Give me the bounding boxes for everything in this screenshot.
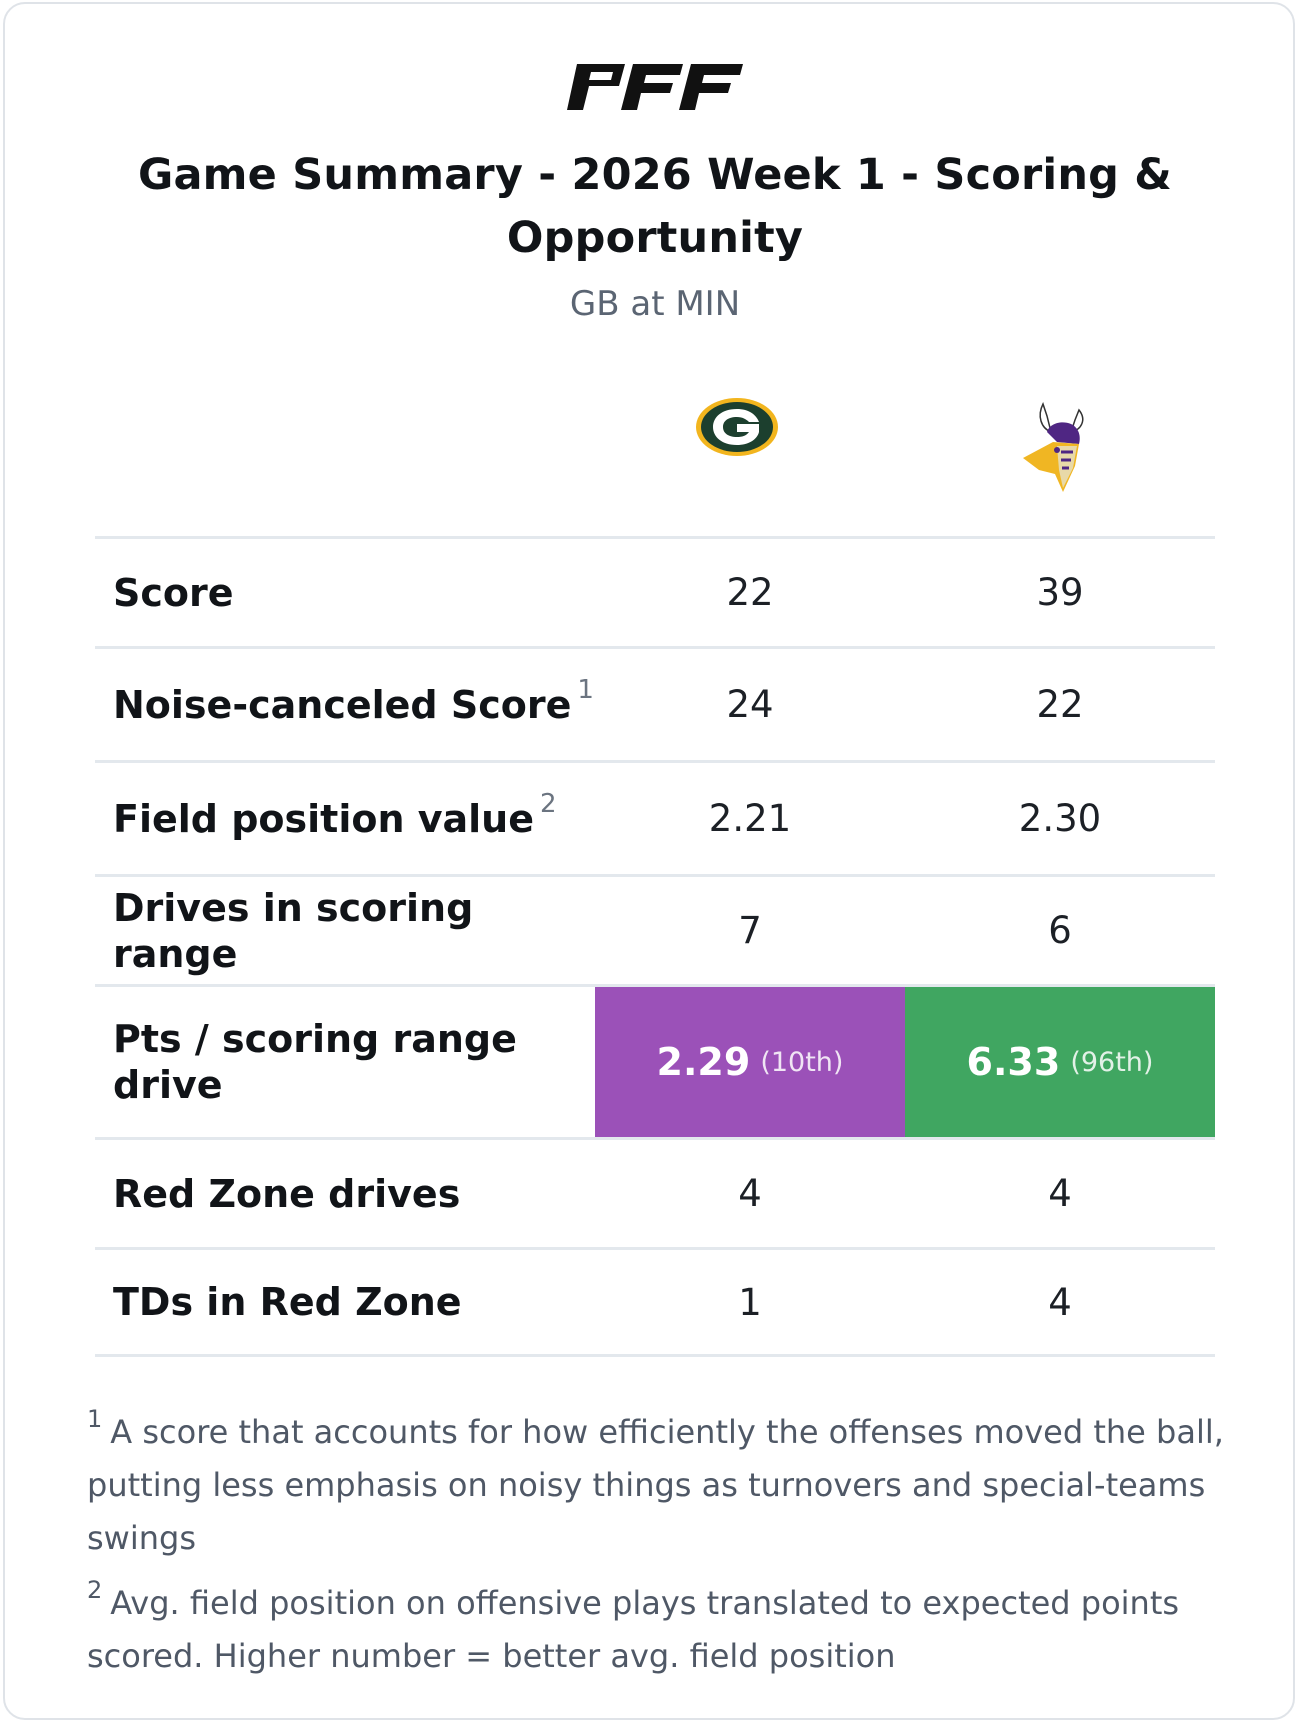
home-highlight-cell: 6.33 (96th) xyxy=(905,987,1215,1137)
vikings-logo-icon xyxy=(1023,402,1084,492)
footnote: 2 Avg. field position on offensive plays … xyxy=(87,1577,1237,1683)
matchup-subtitle: GB at MIN xyxy=(569,284,741,324)
page-title: Game Summary - 2026 Week 1 - Scoring & O… xyxy=(137,150,1173,263)
away-value: 4 xyxy=(738,1172,762,1215)
footnote-text: A score that accounts for how efficientl… xyxy=(87,1413,1224,1557)
summary-card: Game Summary - 2026 Week 1 - Scoring & O… xyxy=(3,2,1295,1720)
row-label: Red Zone drives xyxy=(95,1171,595,1217)
home-value: 6.33 xyxy=(966,1040,1061,1084)
pff-logo-icon xyxy=(567,64,743,110)
table-row: TDs in Red Zone 1 4 xyxy=(95,1247,1215,1357)
table-row: Drives in scoring range 7 6 xyxy=(95,874,1215,984)
row-label-text: Red Zone drives xyxy=(113,1171,461,1216)
footnote-number: 2 xyxy=(87,1576,103,1604)
row-label-text: TDs in Red Zone xyxy=(113,1280,462,1324)
away-value: 1 xyxy=(738,1280,762,1324)
row-label: Drives in scoring range xyxy=(95,885,595,977)
table-row: Red Zone drives 4 4 xyxy=(95,1137,1215,1247)
table-row: Score 22 39 xyxy=(95,536,1215,646)
home-value: 6 xyxy=(1048,909,1072,952)
away-value: 2.29 xyxy=(656,1040,751,1084)
stats-table: Score 22 39 Noise-canceled Score 1 24 22 … xyxy=(95,536,1215,1357)
away-rank: (10th) xyxy=(760,1046,844,1078)
footnote-number: 1 xyxy=(87,1405,103,1433)
home-value: 4 xyxy=(1048,1172,1072,1215)
row-label-text: Score xyxy=(113,570,234,615)
away-highlight-cell: 2.29 (10th) xyxy=(595,987,905,1137)
packers-logo-icon xyxy=(696,398,778,456)
row-label: Field position value 2 xyxy=(95,791,595,842)
row-label-text: Field position value xyxy=(113,796,535,841)
home-rank: (96th) xyxy=(1070,1046,1154,1078)
footnote-ref: 1 xyxy=(577,674,594,705)
row-label-text: Pts / scoring range drive xyxy=(113,1017,517,1107)
table-row: Noise-canceled Score 1 24 22 xyxy=(95,646,1215,760)
row-label: Noise-canceled Score 1 xyxy=(95,677,595,728)
away-value: 2.21 xyxy=(708,797,792,840)
home-value: 39 xyxy=(1036,571,1084,614)
home-value: 22 xyxy=(1036,683,1084,726)
row-label: Pts / scoring range drive xyxy=(95,1016,595,1108)
footnote-ref: 2 xyxy=(540,788,557,819)
table-row: Pts / scoring range drive 2.29 (10th) 6.… xyxy=(95,984,1215,1137)
away-value: 22 xyxy=(726,571,774,614)
away-value: 24 xyxy=(726,683,774,726)
footnote-text: Avg. field position on offensive plays t… xyxy=(87,1584,1180,1675)
table-row: Field position value 2 2.21 2.30 xyxy=(95,760,1215,874)
row-label: TDs in Red Zone xyxy=(95,1279,595,1325)
home-value: 4 xyxy=(1048,1280,1072,1324)
away-value: 7 xyxy=(738,909,762,952)
row-label: Score xyxy=(95,570,595,616)
row-label-text: Drives in scoring range xyxy=(113,885,474,976)
row-label-text: Noise-canceled Score xyxy=(113,682,572,727)
home-value: 2.30 xyxy=(1018,797,1102,840)
